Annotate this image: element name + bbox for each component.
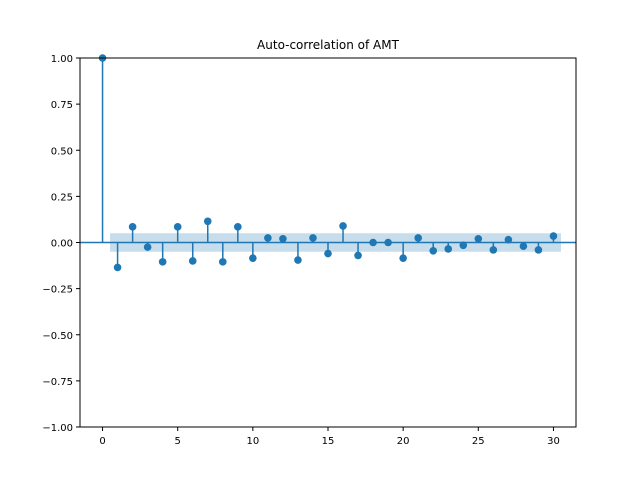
point-lag-22 [429, 247, 438, 255]
chart-title: Auto-correlation of AMT [257, 38, 400, 52]
x-tick-label-15: 15 [322, 436, 335, 447]
point-lag-9 [234, 223, 242, 231]
point-lag-3 [143, 243, 152, 251]
y-tick-label-3: −0.25 [42, 285, 73, 296]
point-lag-30 [549, 232, 558, 240]
point-lag-11 [264, 234, 272, 242]
y-tick-label-5: 0.25 [51, 192, 73, 203]
point-lag-13 [294, 256, 302, 264]
y-tick-label-6: 0.50 [51, 146, 73, 157]
point-lag-19 [384, 238, 392, 247]
points-layer [98, 54, 558, 272]
point-lag-7 [203, 217, 212, 226]
point-lag-23 [444, 245, 453, 253]
x-tick-label-20: 20 [397, 436, 410, 447]
point-lag-17 [354, 251, 362, 260]
point-lag-5 [173, 223, 182, 231]
point-lag-12 [279, 235, 287, 243]
y-tick-label-0: −1.00 [42, 423, 73, 434]
y-tick-label-2: −0.50 [42, 331, 73, 342]
point-lag-15 [324, 249, 332, 258]
y-tick-label-8: 1.00 [51, 54, 73, 65]
x-tick-label-30: 30 [547, 436, 560, 447]
x-tick-label-10: 10 [246, 436, 259, 447]
point-lag-1 [113, 263, 122, 272]
point-lag-29 [534, 246, 543, 254]
point-lag-24 [459, 241, 468, 250]
point-lag-28 [519, 242, 528, 250]
point-lag-16 [339, 222, 347, 230]
point-lag-18 [369, 238, 377, 247]
point-lag-6 [188, 257, 197, 265]
x-tick-label-25: 25 [472, 436, 485, 447]
x-axis: 0 5 10 15 20 25 30 [99, 427, 560, 447]
y-tick-label-7: 0.75 [51, 100, 73, 111]
point-lag-20 [399, 254, 407, 262]
point-lag-26 [489, 246, 498, 254]
point-lag-27 [504, 235, 513, 244]
point-lag-25 [474, 235, 483, 243]
y-tick-label-4: 0.00 [51, 239, 73, 250]
x-tick-label-0: 0 [99, 436, 105, 447]
point-lag-4 [158, 258, 167, 266]
point-lag-8 [218, 258, 227, 266]
point-lag-2 [128, 223, 137, 231]
point-lag-21 [414, 234, 422, 242]
y-axis: −1.00 −0.75 −0.50 −0.25 0.00 0.25 0.50 0.75 1.00 [42, 54, 80, 434]
x-tick-label-5: 5 [175, 436, 181, 447]
point-lag-10 [249, 254, 257, 262]
y-tick-label-1: −0.75 [42, 377, 73, 388]
point-lag-14 [309, 234, 317, 242]
